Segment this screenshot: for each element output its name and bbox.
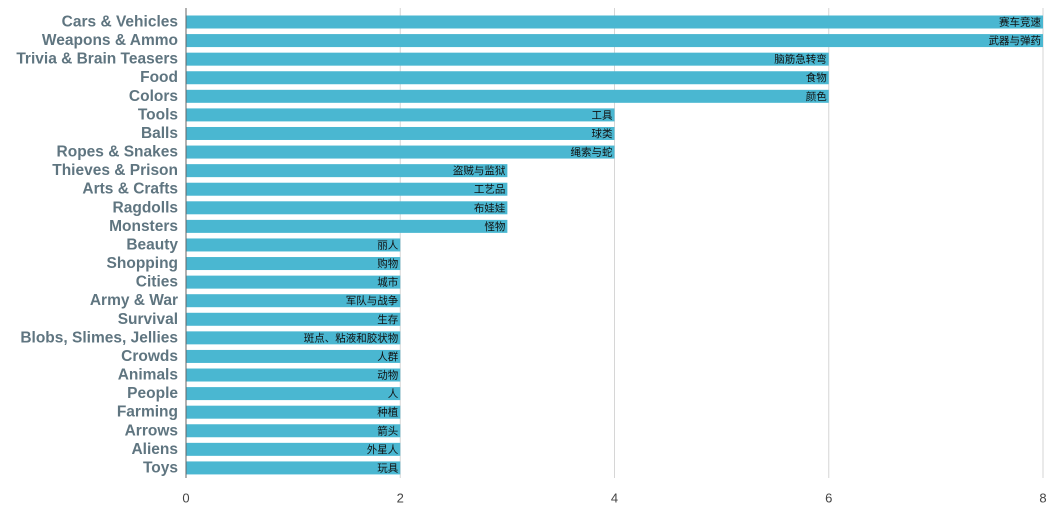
bar-14 bbox=[186, 275, 401, 289]
category-label-13: Shopping bbox=[107, 255, 178, 272]
category-label-11: Monsters bbox=[109, 218, 178, 235]
category-label-24: Toys bbox=[143, 459, 178, 476]
x-tick-label-2: 4 bbox=[611, 491, 618, 506]
bar-8 bbox=[186, 164, 508, 178]
category-label-10: Ragdolls bbox=[113, 199, 178, 216]
data-label-21: 种植 bbox=[377, 406, 398, 419]
data-label-13: 购物 bbox=[377, 257, 398, 270]
bar-15 bbox=[186, 294, 401, 308]
category-label-22: Arrows bbox=[125, 422, 178, 439]
data-label-14: 城市 bbox=[377, 276, 398, 289]
data-label-4: 颜色 bbox=[806, 90, 827, 103]
category-label-23: Aliens bbox=[131, 441, 178, 458]
data-label-22: 箭头 bbox=[377, 424, 398, 437]
bar-20 bbox=[186, 387, 401, 401]
category-label-16: Survival bbox=[118, 311, 178, 328]
data-label-9: 工艺品 bbox=[474, 184, 506, 196]
data-label-7: 绳索与蛇 bbox=[571, 146, 613, 159]
bar-10 bbox=[186, 201, 508, 215]
data-label-16: 生存 bbox=[377, 313, 398, 326]
bar-23 bbox=[186, 442, 401, 456]
category-label-4: Colors bbox=[129, 88, 178, 105]
x-tick-label-4: 8 bbox=[1039, 491, 1046, 506]
data-label-18: 人群 bbox=[377, 350, 398, 363]
bar-1 bbox=[186, 34, 1043, 48]
category-label-8: Thieves & Prison bbox=[52, 162, 178, 179]
category-label-6: Balls bbox=[141, 125, 178, 142]
category-label-1: Weapons & Ammo bbox=[42, 32, 178, 49]
category-label-9: Arts & Crafts bbox=[82, 181, 178, 198]
bar-12 bbox=[186, 238, 401, 252]
data-label-6: 球类 bbox=[592, 127, 613, 140]
category-label-21: Farming bbox=[117, 404, 178, 421]
data-label-1: 武器与弹药 bbox=[989, 34, 1042, 47]
bar-24 bbox=[186, 461, 401, 475]
bar-2 bbox=[186, 52, 829, 66]
bar-19 bbox=[186, 368, 401, 382]
x-tick-label-3: 6 bbox=[825, 491, 832, 506]
data-label-24: 玩具 bbox=[377, 462, 398, 474]
x-tick-label-1: 2 bbox=[397, 491, 404, 506]
category-label-15: Army & War bbox=[90, 292, 178, 309]
data-label-17: 斑点、粘液和胶状物 bbox=[304, 331, 399, 344]
bar-18 bbox=[186, 349, 401, 363]
bar-0 bbox=[186, 15, 1043, 29]
data-label-15: 军队与战争 bbox=[346, 294, 399, 307]
category-label-20: People bbox=[127, 385, 178, 402]
category-label-5: Tools bbox=[138, 106, 178, 123]
bar-6 bbox=[186, 126, 615, 140]
bar-7 bbox=[186, 145, 615, 159]
data-label-10: 布娃娃 bbox=[474, 201, 506, 214]
category-label-7: Ropes & Snakes bbox=[57, 144, 178, 161]
category-label-0: Cars & Vehicles bbox=[62, 14, 178, 31]
category-label-14: Cities bbox=[136, 274, 178, 291]
bar-22 bbox=[186, 424, 401, 438]
x-tick-label-0: 0 bbox=[182, 491, 189, 506]
data-label-19: 动物 bbox=[377, 369, 398, 382]
data-label-5: 工具 bbox=[592, 109, 613, 121]
bar-3 bbox=[186, 71, 829, 85]
category-label-2: Trivia & Brain Teasers bbox=[16, 51, 178, 68]
bar-5 bbox=[186, 108, 615, 122]
bar-9 bbox=[186, 182, 508, 196]
data-label-3: 食物 bbox=[806, 71, 827, 84]
data-label-23: 外星人 bbox=[367, 444, 399, 456]
bar-13 bbox=[186, 257, 401, 271]
category-label-18: Crowds bbox=[121, 348, 178, 365]
category-label-19: Animals bbox=[118, 367, 178, 384]
bar-4 bbox=[186, 89, 829, 103]
data-label-0: 赛车竞速 bbox=[999, 16, 1041, 29]
bar-17 bbox=[186, 331, 401, 345]
category-label-17: Blobs, Slimes, Jellies bbox=[20, 329, 178, 346]
bar-16 bbox=[186, 312, 401, 326]
category-label-3: Food bbox=[140, 69, 178, 86]
bar-11 bbox=[186, 219, 508, 233]
data-label-20: 人 bbox=[388, 388, 399, 400]
data-label-8: 盗贼与监狱 bbox=[453, 164, 506, 177]
data-label-2: 脑筋急转弯 bbox=[774, 53, 827, 66]
data-label-11: 怪物 bbox=[484, 220, 505, 233]
category-label-12: Beauty bbox=[126, 236, 178, 253]
data-label-12: 丽人 bbox=[377, 239, 398, 251]
bar-21 bbox=[186, 405, 401, 419]
